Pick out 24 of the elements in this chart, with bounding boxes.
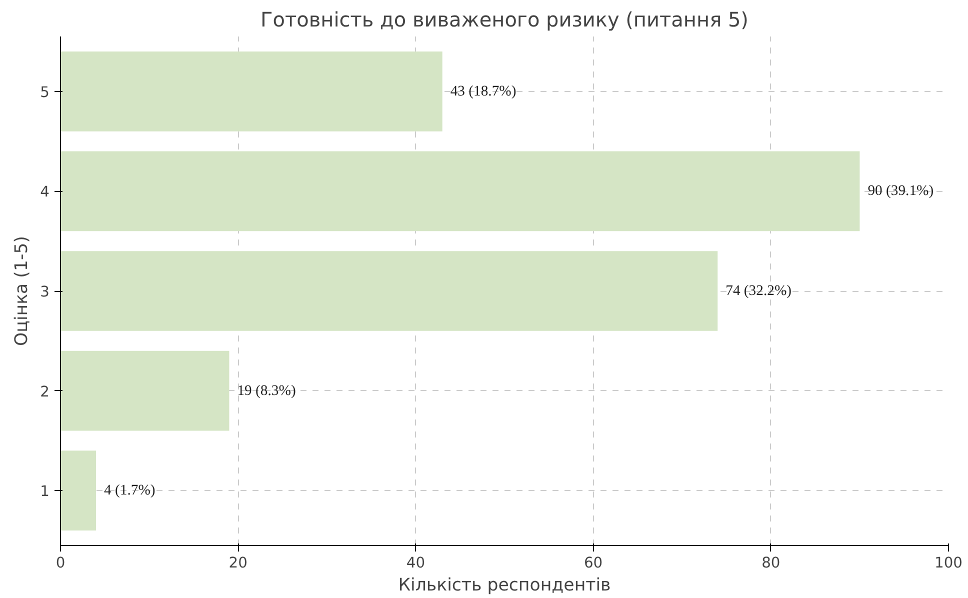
- y-tick-label: 3: [40, 284, 50, 300]
- y-tick-label: 5: [40, 84, 50, 101]
- x-axis-title: Кількість респондентів: [398, 576, 611, 596]
- data-label: 90 (39.1%): [868, 183, 934, 200]
- y-tick-label: 1: [40, 483, 50, 500]
- chart-title: Готовність до виваженого ризику (питання 5): [260, 8, 748, 32]
- x-tick-label: 60: [584, 554, 603, 572]
- bar: [60, 350, 230, 431]
- y-axis-title: Оцінка (1-5): [12, 236, 32, 346]
- x-tick-label: 80: [762, 554, 780, 572]
- bar: [60, 151, 860, 232]
- bar: [60, 450, 96, 531]
- data-label: 4 (1.7%): [104, 482, 156, 499]
- bar: [60, 51, 442, 132]
- data-label: 74 (32.2%): [726, 283, 792, 299]
- x-tick-label: 0: [56, 554, 66, 572]
- y-tick-label: 4: [40, 184, 50, 201]
- x-tick-label: 100: [934, 554, 962, 572]
- data-label: 43 (18.7%): [450, 83, 516, 100]
- x-tick-label: 20: [228, 554, 248, 572]
- data-label: 19 (8.3%): [237, 382, 296, 399]
- y-tick-label: 2: [40, 383, 50, 400]
- bar: [60, 251, 718, 331]
- x-tick-label: 40: [406, 554, 426, 572]
